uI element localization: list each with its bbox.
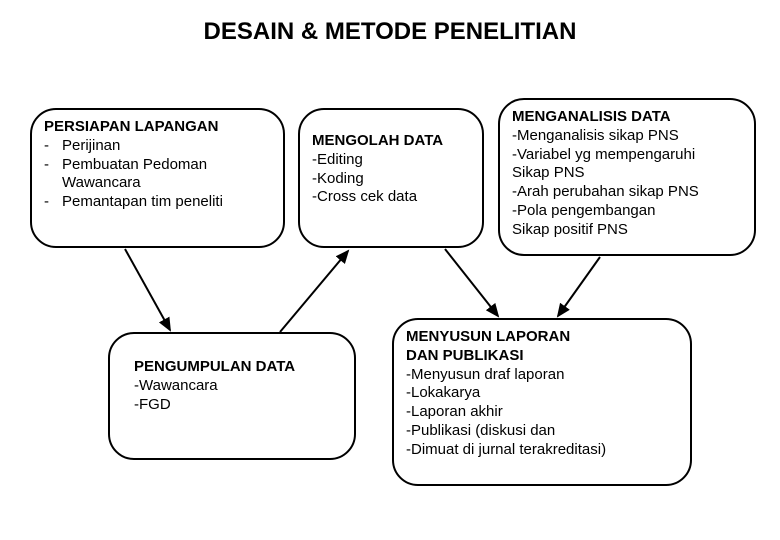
page-title: DESAIN & METODE PENELITIAN xyxy=(0,18,780,46)
list-item: - Pemantapan tim peneliti xyxy=(44,193,271,212)
item-text: -Menyusun draf laporan xyxy=(406,366,678,385)
node-menganalisis: MENGANALISIS DATA -Menganalisis sikap PN… xyxy=(498,98,756,256)
node-menyusun-heading-1: MENYUSUN LAPORAN xyxy=(406,328,678,347)
item-text: Perijinan xyxy=(62,137,120,156)
node-pengumpulan: PENGUMPULAN DATA -Wawancara -FGD xyxy=(108,332,356,460)
arrow-icon xyxy=(280,251,348,332)
item-text: -Arah perubahan sikap PNS xyxy=(512,183,742,202)
arrow-icon xyxy=(125,249,170,330)
node-pengumpulan-heading: PENGUMPULAN DATA xyxy=(134,358,342,377)
item-text: -Menganalisis sikap PNS xyxy=(512,127,742,146)
item-text: -Laporan akhir xyxy=(406,403,678,422)
node-menganalisis-heading: MENGANALISIS DATA xyxy=(512,108,742,127)
item-text: -Dimuat di jurnal terakreditasi) xyxy=(406,441,678,460)
item-text: -Wawancara xyxy=(134,377,342,396)
item-text: -Lokakarya xyxy=(406,384,678,403)
item-text: -Koding xyxy=(312,170,470,189)
item-text: -Variabel yg mempengaruhi xyxy=(512,146,742,165)
dash-icon: - xyxy=(44,156,62,194)
dash-icon: - xyxy=(44,137,62,156)
node-persiapan-heading: PERSIAPAN LAPANGAN xyxy=(44,118,271,137)
list-item: - Pembuatan Pedoman Wawancara xyxy=(44,156,271,194)
item-text: Pembuatan Pedoman Wawancara xyxy=(62,156,271,194)
item-text: -FGD xyxy=(134,396,342,415)
node-persiapan: PERSIAPAN LAPANGAN - Perijinan - Pembuat… xyxy=(30,108,285,248)
dash-icon: - xyxy=(44,193,62,212)
item-text: -Cross cek data xyxy=(312,188,470,207)
node-menyusun-heading-2: DAN PUBLIKASI xyxy=(406,347,678,366)
list-item: - Perijinan xyxy=(44,137,271,156)
item-text: -Pola pengembangan xyxy=(512,202,742,221)
item-text: Sikap positif PNS xyxy=(512,221,742,240)
item-text: -Editing xyxy=(312,151,470,170)
node-mengolah-heading: MENGOLAH DATA xyxy=(312,132,470,151)
node-mengolah: MENGOLAH DATA -Editing -Koding -Cross ce… xyxy=(298,108,484,248)
arrow-icon xyxy=(445,249,498,316)
item-text: Sikap PNS xyxy=(512,164,742,183)
item-text: -Publikasi (diskusi dan xyxy=(406,422,678,441)
item-text: Pemantapan tim peneliti xyxy=(62,193,223,212)
node-menyusun: MENYUSUN LAPORAN DAN PUBLIKASI -Menyusun… xyxy=(392,318,692,486)
arrow-icon xyxy=(558,257,600,316)
